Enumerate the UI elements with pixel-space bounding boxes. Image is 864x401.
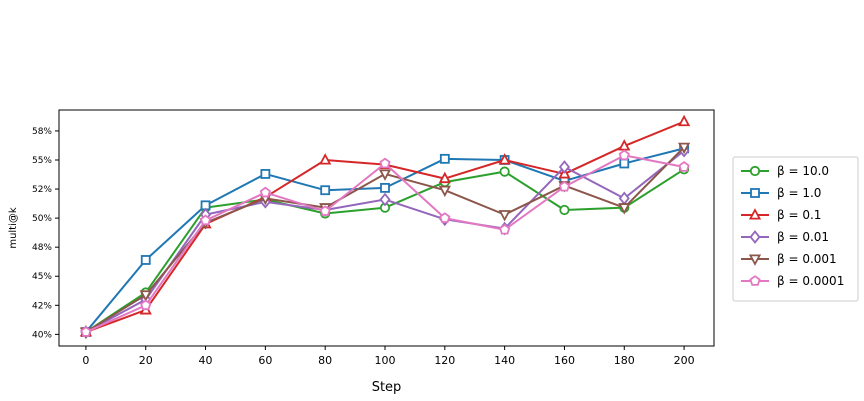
series-2 — [79, 114, 691, 337]
x-axis-label: Step — [372, 380, 402, 395]
legend-swatch-marker — [750, 188, 760, 198]
data-point — [619, 158, 630, 169]
data-point — [259, 186, 271, 198]
legend: β = 10.0 β = 1.0 β = 0.1 β = 0.01 β = 0.001 β… — [732, 156, 859, 302]
legend-item: β = 0.1 — [741, 208, 821, 222]
data-point — [320, 185, 331, 196]
data-point — [499, 223, 511, 235]
data-point — [379, 157, 391, 169]
data-point — [439, 153, 450, 164]
data-point — [677, 142, 691, 155]
data-point — [618, 149, 630, 161]
series-layer — [79, 114, 691, 339]
y-tick-label: 52% — [32, 185, 52, 195]
y-tick-label: 42% — [32, 301, 52, 311]
data-point — [618, 203, 631, 215]
legend-item: β = 10.0 — [741, 164, 829, 178]
legend-label: β = 10.0 — [777, 164, 829, 178]
legend-swatch-marker — [749, 230, 761, 244]
series-4 — [79, 142, 691, 339]
data-point — [498, 153, 511, 165]
data-point — [378, 169, 392, 181]
series-line — [85, 120, 685, 333]
legend-item: β = 1.0 — [741, 186, 821, 200]
x-tick-label: 160 — [554, 354, 575, 367]
legend-label: β = 0.1 — [777, 208, 821, 222]
data-point — [140, 299, 152, 311]
data-point — [678, 161, 690, 172]
x-tick-label: 0 — [82, 354, 89, 367]
y-tick-label: 45% — [32, 272, 52, 282]
data-point — [80, 326, 92, 337]
data-point — [618, 191, 630, 206]
x-axis: 0 20 40 60 80 100 120 140 160 180 200 — [82, 346, 695, 367]
data-point — [380, 182, 390, 193]
x-tick-label: 20 — [139, 354, 153, 367]
data-point — [498, 210, 511, 222]
legend-swatch-marker — [749, 275, 761, 286]
data-point — [140, 255, 151, 265]
data-point — [199, 214, 212, 226]
legend-label: β = 0.01 — [777, 230, 829, 244]
data-point — [260, 169, 271, 179]
y-tick-label: 55% — [32, 156, 52, 166]
data-point — [439, 212, 451, 223]
data-point — [379, 192, 391, 207]
data-point — [677, 114, 691, 127]
y-tick-label: 48% — [32, 243, 52, 253]
legend-item: β = 0.001 — [741, 252, 837, 266]
data-point — [319, 205, 331, 216]
x-tick-label: 60 — [258, 354, 272, 367]
plot-area — [58, 109, 715, 347]
data-point — [558, 160, 571, 174]
data-point — [558, 180, 571, 192]
legend-swatch-marker — [749, 165, 761, 177]
data-point — [618, 139, 631, 151]
legend-label: β = 0.001 — [777, 252, 837, 266]
data-point — [438, 185, 451, 198]
legend-label: β = 1.0 — [777, 186, 821, 200]
x-tick-label: 100 — [375, 354, 396, 367]
plot-frame — [58, 109, 715, 347]
x-tick-label: 140 — [494, 354, 515, 367]
x-tick-label: 40 — [199, 354, 213, 367]
data-point — [319, 153, 332, 165]
y-tick-label: 40% — [32, 330, 52, 340]
data-point — [559, 204, 570, 216]
x-tick-label: 80 — [318, 354, 332, 367]
series-5 — [80, 149, 690, 337]
y-axis: 40% 42% 45% 48% 50% 52% 55% 58% — [32, 127, 59, 340]
legend-label: β = 0.0001 — [777, 274, 844, 288]
y-axis-label: multi@k — [8, 207, 19, 249]
x-tick-label: 200 — [674, 354, 695, 367]
data-point — [139, 290, 152, 302]
legend-item: β = 0.0001 — [741, 274, 844, 288]
data-point — [438, 171, 451, 184]
legend-swatch-marker — [748, 254, 762, 266]
x-tick-label: 180 — [614, 354, 635, 367]
y-tick-label: 50% — [32, 214, 52, 224]
data-point — [499, 166, 510, 177]
y-tick-label: 58% — [32, 127, 52, 137]
legend-swatch-marker — [748, 208, 762, 220]
legend-item: β = 0.01 — [741, 230, 829, 244]
x-tick-label: 120 — [434, 354, 455, 367]
